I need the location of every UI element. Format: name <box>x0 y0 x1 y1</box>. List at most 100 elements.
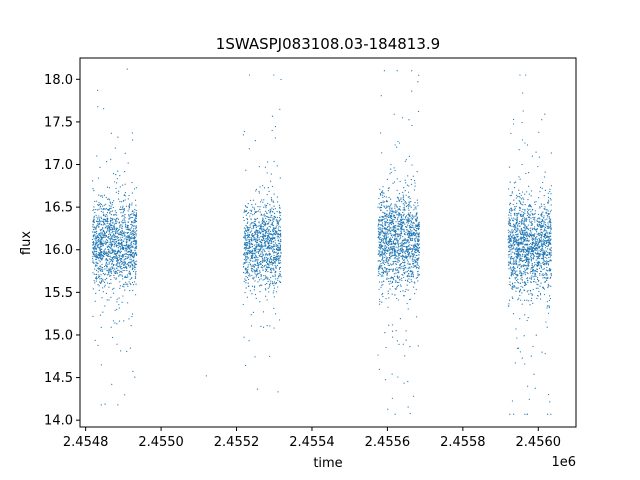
data-point <box>528 172 530 174</box>
data-point <box>274 242 277 244</box>
data-point <box>519 74 521 76</box>
data-point <box>394 413 396 415</box>
data-point <box>119 287 121 289</box>
data-point <box>410 223 412 225</box>
data-point <box>392 182 394 184</box>
data-point <box>103 224 105 226</box>
data-point <box>135 283 137 285</box>
data-point <box>103 251 105 253</box>
data-point <box>121 271 123 273</box>
data-point <box>276 231 278 233</box>
data-point <box>267 223 269 225</box>
data-point <box>405 245 407 248</box>
data-point <box>100 216 102 218</box>
data-point <box>513 270 515 272</box>
data-point <box>383 205 385 207</box>
data-point <box>385 235 387 237</box>
data-point <box>128 234 130 236</box>
data-point <box>114 257 116 259</box>
data-point <box>267 242 269 244</box>
data-point <box>110 224 113 227</box>
data-point <box>379 260 382 262</box>
data-point <box>405 205 408 208</box>
data-point <box>278 267 281 269</box>
data-point <box>102 218 105 220</box>
data-point <box>105 292 108 294</box>
data-point <box>381 267 383 269</box>
data-point <box>526 291 528 293</box>
data-point <box>408 231 410 233</box>
data-point <box>402 236 404 238</box>
data-point <box>273 205 275 207</box>
data-point <box>104 268 106 270</box>
data-point <box>273 217 275 220</box>
data-point <box>537 254 539 256</box>
data-point <box>385 298 387 300</box>
data-point <box>524 227 526 229</box>
data-point <box>101 270 104 272</box>
data-point <box>123 231 125 233</box>
data-point <box>378 234 381 236</box>
data-point <box>519 263 521 265</box>
data-point <box>385 243 388 245</box>
data-point <box>415 220 417 223</box>
data-point <box>378 203 380 205</box>
data-point <box>527 199 529 201</box>
data-point <box>110 260 112 263</box>
data-point <box>105 234 107 237</box>
data-point <box>409 198 411 200</box>
data-point <box>259 225 262 228</box>
data-point <box>386 210 388 212</box>
data-point <box>550 269 552 271</box>
data-point <box>269 233 271 235</box>
data-point <box>380 286 382 288</box>
data-point <box>271 271 273 274</box>
data-point <box>271 129 273 132</box>
data-point <box>109 201 111 203</box>
data-point <box>521 215 523 218</box>
data-point <box>110 245 112 247</box>
data-point <box>382 283 384 286</box>
data-point <box>391 243 393 246</box>
data-point <box>92 188 94 190</box>
data-point <box>107 248 109 250</box>
data-point <box>253 213 256 215</box>
data-point <box>118 266 120 268</box>
data-point <box>279 246 282 248</box>
data-point <box>255 211 257 213</box>
data-point <box>518 149 520 151</box>
data-point <box>126 245 129 247</box>
data-point <box>526 239 528 242</box>
data-point <box>521 260 523 262</box>
data-point <box>406 239 409 241</box>
data-point <box>118 269 120 271</box>
data-point <box>134 231 136 233</box>
data-point <box>407 191 410 193</box>
data-point <box>262 230 265 233</box>
data-point <box>396 237 398 239</box>
data-point <box>109 240 112 242</box>
data-point <box>394 268 397 270</box>
data-point <box>247 235 250 238</box>
data-point <box>119 245 121 248</box>
data-point <box>543 215 545 217</box>
data-point <box>392 277 394 279</box>
data-point <box>101 280 103 282</box>
data-point <box>386 200 388 202</box>
data-point <box>103 232 106 234</box>
data-point <box>104 249 106 251</box>
data-point <box>513 268 515 271</box>
data-point <box>118 190 120 192</box>
data-point <box>401 257 404 259</box>
data-point <box>522 253 524 255</box>
data-point <box>416 258 418 261</box>
data-point <box>258 285 261 287</box>
data-point <box>547 238 549 240</box>
data-point <box>413 259 416 261</box>
data-point <box>92 234 94 236</box>
data-point <box>271 268 273 270</box>
data-point <box>134 219 136 221</box>
data-point <box>262 228 264 230</box>
data-point <box>125 250 128 252</box>
data-point <box>418 233 420 235</box>
